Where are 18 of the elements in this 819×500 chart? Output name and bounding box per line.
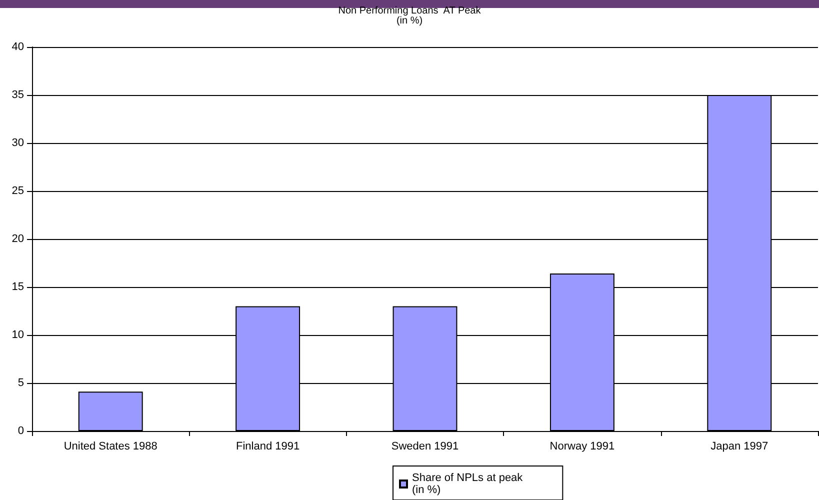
x-tick-label: Finland 1991 — [236, 440, 300, 452]
x-tick-label: United States 1988 — [64, 440, 158, 452]
y-tick-label: 25 — [12, 185, 24, 197]
y-tick-label: 35 — [12, 89, 24, 101]
y-tick-label: 5 — [18, 377, 24, 389]
x-tick-label: Japan 1997 — [710, 440, 768, 452]
chart-subtitle: (in %) — [396, 16, 423, 26]
legend-label: Share of NPLs at peak (in %) — [412, 472, 524, 496]
y-tick-label: 0 — [18, 425, 24, 437]
y-tick-label: 20 — [12, 233, 24, 245]
y-tick-label: 30 — [12, 137, 24, 149]
x-tick-label: Norway 1991 — [550, 440, 615, 452]
y-tick-label: 10 — [12, 329, 24, 341]
chart-title: Non Performing Loans AT Peak — [338, 6, 482, 16]
y-tick-label: 15 — [12, 281, 24, 293]
y-tick-label: 40 — [12, 41, 24, 53]
x-tick-label: Sweden 1991 — [391, 440, 459, 452]
bar — [78, 392, 143, 431]
